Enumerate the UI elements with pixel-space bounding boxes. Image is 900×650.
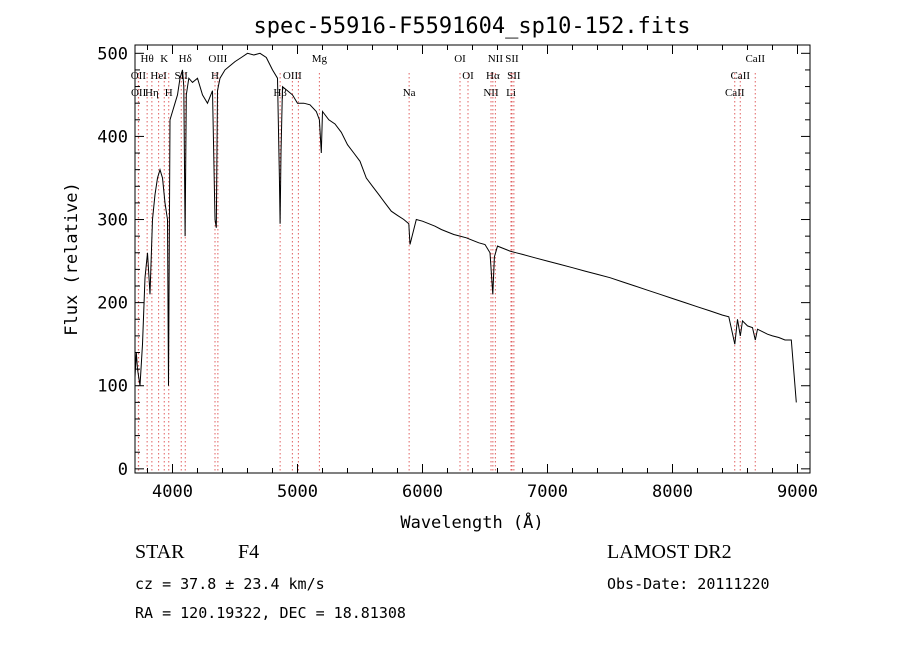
- line-label-13: OIII: [283, 70, 302, 82]
- line-label-11: SII: [175, 70, 189, 82]
- line-label-21: Hβ: [273, 87, 287, 99]
- redshift-readout: cz = 37.8 ± 23.4 km/s: [135, 575, 325, 593]
- line-label-24: Li: [506, 87, 516, 99]
- line-label-4: Mg: [312, 53, 328, 65]
- survey-name: LAMOST DR2: [607, 541, 732, 563]
- line-label-12: H: [211, 70, 219, 82]
- line-label-0: Hθ: [141, 53, 154, 65]
- line-label-15: Hα: [486, 70, 500, 82]
- line-label-6: NII: [488, 53, 504, 65]
- observation-date: Obs-Date: 20111220: [607, 575, 770, 593]
- x-tick-label-1: 5000: [277, 482, 318, 502]
- y-tick-label-1: 100: [97, 377, 128, 397]
- chart-title: spec-55916-F5591604_sp10-152.fits: [253, 14, 690, 39]
- line-label-23: NII: [483, 87, 499, 99]
- line-label-10: HeI: [150, 70, 167, 82]
- x-tick-label-3: 7000: [527, 482, 568, 502]
- y-tick-label-3: 300: [97, 211, 128, 231]
- line-label-17: CaII: [730, 70, 750, 82]
- line-label-19: Hη: [145, 87, 159, 99]
- line-label-5: OI: [454, 53, 466, 65]
- object-class: STAR: [135, 541, 185, 563]
- emission-line-markers: [137, 73, 756, 473]
- y-axis-ticks: 0 100 200 300 400 500: [97, 44, 810, 480]
- line-label-16: SII: [507, 70, 521, 82]
- x-tick-label-4: 8000: [652, 482, 693, 502]
- y-tick-label-4: 400: [97, 127, 128, 147]
- line-label-3: OIII: [208, 53, 227, 65]
- line-label-14: OI: [462, 70, 474, 82]
- line-label-25: CaII: [725, 87, 745, 99]
- x-tick-label-0: 4000: [152, 482, 193, 502]
- line-label-22: Na: [403, 87, 416, 99]
- line-label-7: SII: [505, 53, 519, 65]
- y-tick-label-0: 0: [118, 460, 128, 480]
- y-axis-label: Flux (relative): [62, 182, 82, 336]
- line-label-9: OII: [131, 70, 147, 82]
- line-label-8: CaII: [745, 53, 765, 65]
- y-tick-label-5: 500: [97, 44, 128, 64]
- line-label-1: K: [160, 53, 168, 65]
- x-axis-ticks: 4000 5000 6000 7000 8000 9000: [147, 45, 818, 502]
- coordinates-readout: RA = 120.19322, DEC = 18.81308: [135, 604, 406, 622]
- spectrum-plot: spec-55916-F5591604_sp10-152.fits Hθ K Hδ O…: [62, 14, 818, 533]
- x-tick-label-5: 9000: [777, 482, 818, 502]
- spectrum-line: [134, 52, 797, 403]
- line-label-2: Hδ: [179, 53, 192, 65]
- x-axis-label: Wavelength (Å): [400, 511, 543, 533]
- line-label-20: H: [165, 87, 173, 99]
- plot-frame: [134, 44, 811, 474]
- y-tick-label-2: 200: [97, 294, 128, 314]
- spectral-subclass: F4: [238, 541, 260, 563]
- x-tick-label-2: 6000: [402, 482, 443, 502]
